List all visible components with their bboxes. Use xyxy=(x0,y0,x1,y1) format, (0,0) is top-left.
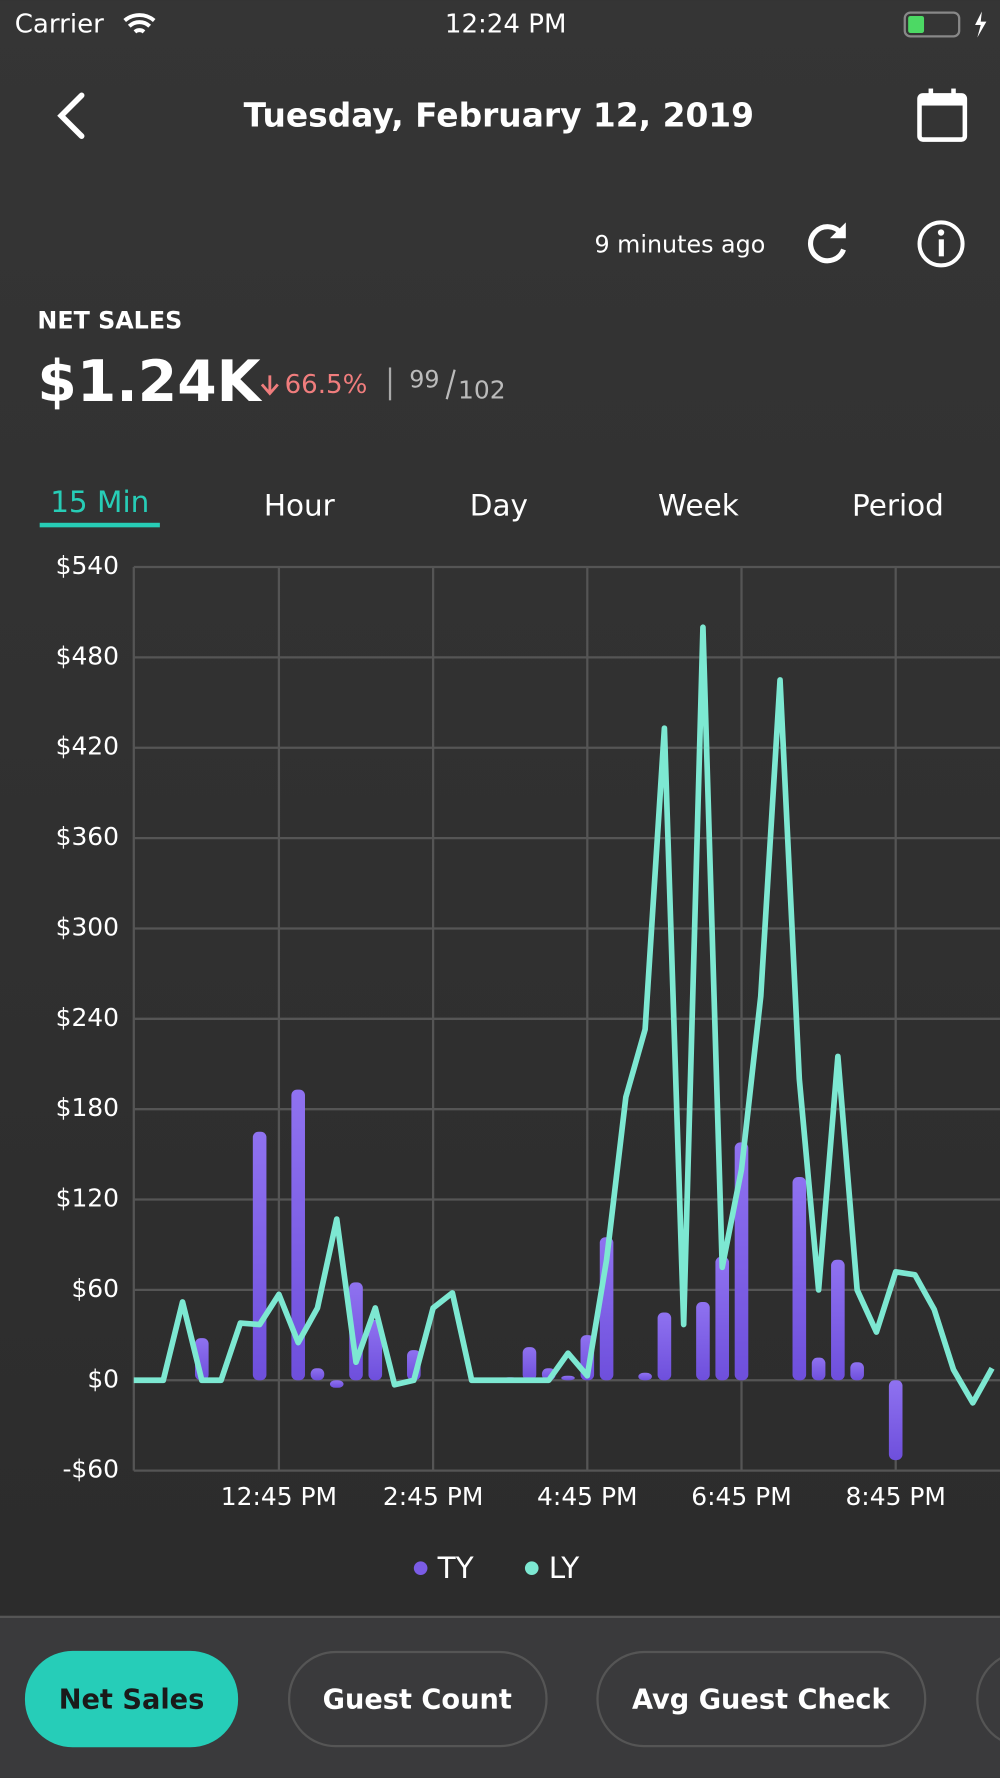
bar xyxy=(792,1176,807,1381)
legend-label: TY xyxy=(437,1551,475,1585)
y-tick-label: $240 xyxy=(56,1003,119,1032)
battery-level xyxy=(908,15,925,33)
line xyxy=(133,624,995,1406)
tab[interactable]: Hour xyxy=(264,488,336,522)
y-tick-label: $420 xyxy=(56,732,119,761)
x-tick-label: 4:45 PM xyxy=(537,1482,637,1511)
legend-swatch xyxy=(413,1561,428,1575)
bar xyxy=(291,1089,305,1381)
button-label[interactable]: Avg Guest Check xyxy=(632,1684,890,1715)
x-tick-label: 6:45 PM xyxy=(691,1482,791,1511)
legend-label: LY xyxy=(549,1551,581,1585)
wifi-icon xyxy=(123,13,156,34)
button-partial[interactable] xyxy=(976,1652,1000,1746)
summary-value: $1.24K xyxy=(37,349,262,415)
y-tick-label: -$60 xyxy=(62,1455,119,1484)
down-arrow xyxy=(260,375,279,396)
y-tick-label: $360 xyxy=(56,822,119,851)
plot-area xyxy=(133,624,995,1461)
bar xyxy=(715,1256,730,1381)
carrier: Carrier xyxy=(15,10,104,40)
bar xyxy=(638,1372,652,1381)
calendar-button[interactable] xyxy=(917,88,968,142)
legend-swatch xyxy=(524,1561,539,1575)
charging-icon xyxy=(975,11,987,38)
back-button[interactable] xyxy=(57,92,85,139)
bar xyxy=(657,1312,672,1381)
bar xyxy=(850,1362,864,1381)
summary-change: 66.5% xyxy=(285,370,368,400)
y-tick-label: $180 xyxy=(56,1093,119,1122)
bar xyxy=(811,1357,826,1381)
y-tick-label: $60 xyxy=(71,1274,119,1303)
button[interactable] xyxy=(287,1650,548,1748)
x-tick-label: 12:45 PM xyxy=(221,1482,337,1511)
y-tick-label: $0 xyxy=(87,1364,119,1393)
bar xyxy=(831,1259,845,1381)
updated-time: 9 minutes ago xyxy=(594,231,765,259)
chart: -$60 $0 $60 $120 $180 $240 $300 $360 $420 $480 $54… xyxy=(56,551,1000,1511)
tab[interactable]: Period xyxy=(852,488,944,522)
bar xyxy=(696,1301,710,1381)
slash xyxy=(445,369,456,400)
bar xyxy=(368,1320,383,1381)
battery xyxy=(903,11,961,38)
tab[interactable]: Day xyxy=(470,488,528,522)
button-label[interactable]: Net Sales xyxy=(59,1684,205,1715)
bar xyxy=(522,1347,537,1381)
info-button[interactable] xyxy=(917,220,965,268)
clock: 12:24 PM xyxy=(445,10,567,40)
bar xyxy=(734,1142,749,1381)
button-label[interactable]: Guest Count xyxy=(323,1684,512,1715)
button[interactable] xyxy=(596,1650,927,1748)
button-active[interactable] xyxy=(24,1650,239,1748)
header-title: Tuesday, February 12, 2019 xyxy=(244,95,754,134)
summary-count-total: 102 xyxy=(458,375,506,404)
summary-label: NET SALES xyxy=(37,307,182,335)
bar xyxy=(888,1380,903,1461)
summary-count: 99 xyxy=(409,366,439,394)
y-tick-label: $300 xyxy=(56,912,119,941)
bar xyxy=(252,1131,267,1381)
bar xyxy=(329,1380,344,1388)
bar xyxy=(561,1375,575,1381)
x-tick-label: 2:45 PM xyxy=(383,1482,483,1511)
tab[interactable]: Week xyxy=(658,488,739,522)
x-tick-label: 8:45 PM xyxy=(845,1482,945,1511)
tab-active[interactable]: 15 Min xyxy=(50,485,149,519)
bar xyxy=(310,1368,325,1381)
tab-underline xyxy=(39,522,160,528)
y-tick-label: $120 xyxy=(56,1184,119,1213)
y-tick-label: $480 xyxy=(56,641,119,670)
y-tick-label: $540 xyxy=(56,551,119,580)
